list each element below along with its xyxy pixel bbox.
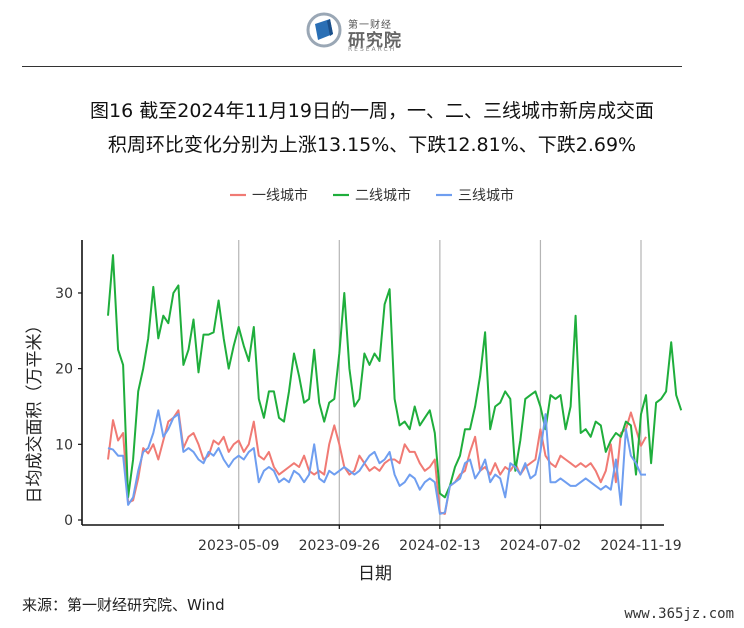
x-tick-label: 2023-09-26 <box>299 538 380 554</box>
header-divider <box>22 66 682 67</box>
chart-title-line-2: 积周环比变化分别为上涨13.15%、下跌12.81%、下跌2.69% <box>107 134 637 156</box>
line-chart: 一线城市 二线城市 三线城市 0 10 20 30 2023-05-09 2023-09-26… <box>25 187 683 584</box>
series-line-2 <box>107 254 683 499</box>
website-watermark: www.365jz.com <box>624 606 734 622</box>
series-line-1 <box>107 409 647 515</box>
x-axis-label: 日期 <box>358 564 392 584</box>
logo-small-text: 第一财经 <box>348 20 392 31</box>
y-tick-label: 30 <box>55 286 73 302</box>
chart-axes: 0 10 20 30 2023-05-09 2023-09-26 2024-02-13 202… <box>55 240 682 554</box>
legend-label: 三线城市 <box>458 187 514 204</box>
logo-english-text: RESEARCH <box>348 46 397 53</box>
source-note: 来源：第一财经研究院、Wind <box>22 596 225 614</box>
logo-cube-icon <box>306 12 342 48</box>
x-tick-label: 2023-05-09 <box>198 538 279 554</box>
chart-title-line-1: 图16 截至2024年11月19日的一周，一、二、三线城市新房成交面 <box>90 100 654 122</box>
x-tick-label: 2024-02-13 <box>399 538 480 554</box>
logo-big-text: 研究院 <box>348 31 402 51</box>
chart-legend: 一线城市 二线城市 三线城市 <box>230 187 514 204</box>
y-axis-label: 日均成交面积（万平米） <box>25 317 45 504</box>
x-tick-label: 2024-11-19 <box>600 538 681 554</box>
legend-label: 二线城市 <box>355 187 411 204</box>
series-line-3 <box>107 409 646 515</box>
chart-grid <box>238 240 642 525</box>
x-tick-label: 2024-07-02 <box>500 538 581 554</box>
y-tick-label: 10 <box>55 437 73 453</box>
y-tick-label: 0 <box>64 513 73 529</box>
chart-series <box>107 254 683 515</box>
legend-label: 一线城市 <box>252 187 308 204</box>
y-tick-label: 20 <box>55 362 73 378</box>
research-institute-logo: 第一财经 研究院 RESEARCH <box>300 8 420 53</box>
